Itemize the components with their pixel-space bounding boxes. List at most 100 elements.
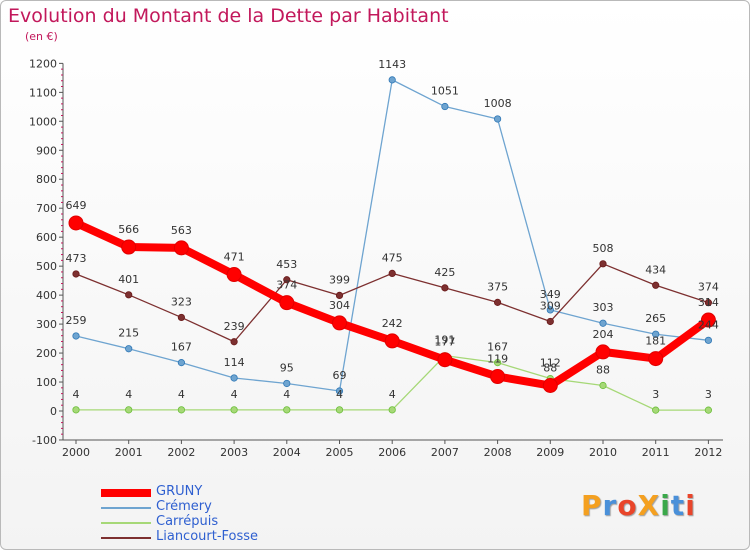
data-label: 471	[224, 251, 245, 264]
data-label: 375	[487, 280, 508, 293]
data-label: 374	[698, 281, 719, 294]
y-tick-label: 1200	[29, 57, 57, 70]
data-label: 3	[705, 388, 712, 401]
data-label: 177	[434, 336, 455, 349]
y-tick-label: 700	[36, 202, 57, 215]
x-tick-label: 2002	[167, 446, 195, 459]
legend-label: Liancourt-Fosse	[156, 529, 259, 544]
data-point	[490, 369, 506, 385]
chart-title: Evolution du Montant de la Dette par Hab…	[8, 5, 449, 27]
data-point	[493, 298, 502, 306]
x-tick-label: 2004	[273, 446, 301, 459]
data-point	[599, 319, 607, 327]
logo-letter: o	[617, 489, 638, 522]
x-tick-label: 2000	[62, 446, 90, 459]
legend-label: Carrépuis	[156, 514, 219, 529]
proxiti-logo: ProXiti	[581, 489, 696, 522]
data-point	[72, 270, 80, 278]
data-point	[437, 352, 453, 368]
y-tick-label: 500	[36, 260, 57, 273]
unit-label: (en €)	[25, 30, 58, 43]
logo-letter: t	[670, 489, 686, 522]
data-label: 4	[283, 388, 290, 401]
data-point	[599, 260, 607, 268]
data-point	[648, 351, 664, 367]
data-point	[68, 215, 84, 231]
legend-label: Crémery	[156, 499, 212, 514]
x-tick-label: 2001	[115, 446, 143, 459]
data-label: 1051	[431, 85, 459, 98]
y-tick-label: 100	[36, 376, 57, 389]
data-point	[599, 381, 607, 390]
data-label: 167	[171, 341, 192, 354]
data-point	[72, 406, 80, 414]
data-label: 119	[487, 353, 508, 366]
logo-letter: P	[581, 489, 603, 522]
y-tick-label: 400	[36, 289, 57, 302]
data-point	[125, 345, 133, 353]
data-label: 4	[231, 388, 238, 401]
y-tick-label: 0	[50, 405, 57, 418]
data-point	[652, 281, 660, 289]
data-point	[125, 291, 133, 299]
data-point	[652, 406, 660, 414]
legend-swatch	[101, 537, 151, 539]
data-point	[441, 284, 449, 292]
data-point	[700, 312, 716, 328]
data-label: 401	[118, 273, 139, 286]
logo-letter: i	[660, 489, 671, 522]
data-label: 303	[593, 301, 614, 314]
data-label: 191	[434, 334, 455, 347]
data-point	[177, 406, 185, 414]
data-point	[652, 330, 660, 338]
data-label: 239	[224, 320, 245, 333]
legend-swatch	[101, 507, 151, 509]
data-label: 508	[593, 242, 614, 255]
data-label: 88	[596, 364, 610, 377]
data-label: 399	[329, 273, 350, 286]
data-point	[335, 406, 344, 414]
data-label: 4	[125, 388, 132, 401]
data-point	[283, 379, 291, 388]
data-point	[384, 333, 400, 349]
x-tick-label: 2006	[378, 446, 406, 459]
data-point	[388, 406, 396, 414]
y-tick-label: 900	[36, 144, 57, 157]
data-label: 475	[382, 251, 403, 264]
data-label: 649	[66, 199, 87, 212]
data-label: 242	[382, 317, 403, 330]
x-tick-label: 2012	[694, 446, 722, 459]
data-point	[177, 313, 185, 322]
legend-swatch	[101, 522, 151, 524]
data-point	[546, 317, 554, 326]
data-point	[542, 378, 558, 394]
data-label: 3	[652, 388, 659, 401]
data-point	[335, 291, 344, 300]
data-label: 4	[73, 388, 80, 401]
data-point	[230, 338, 238, 346]
data-point	[493, 359, 502, 367]
data-label: 259	[66, 314, 87, 327]
data-label: 244	[698, 318, 719, 331]
data-point	[226, 267, 242, 283]
data-point	[704, 406, 713, 414]
data-label: 265	[645, 312, 666, 325]
data-point	[388, 269, 396, 277]
y-tick-label: 200	[36, 347, 57, 360]
data-label: 167	[487, 341, 508, 354]
data-label: 4	[336, 388, 343, 401]
logo-letter: r	[602, 489, 618, 522]
x-tick-label: 2005	[326, 446, 354, 459]
data-point	[283, 276, 291, 284]
data-point	[125, 406, 133, 414]
data-label: 314	[698, 296, 719, 309]
y-tick-label: -100	[32, 434, 57, 447]
data-point	[173, 240, 189, 256]
data-label: 95	[280, 361, 294, 374]
data-point	[493, 115, 502, 123]
x-tick-label: 2003	[220, 446, 248, 459]
data-point	[332, 315, 347, 331]
data-label: 204	[593, 328, 614, 341]
data-label: 1143	[378, 58, 406, 71]
